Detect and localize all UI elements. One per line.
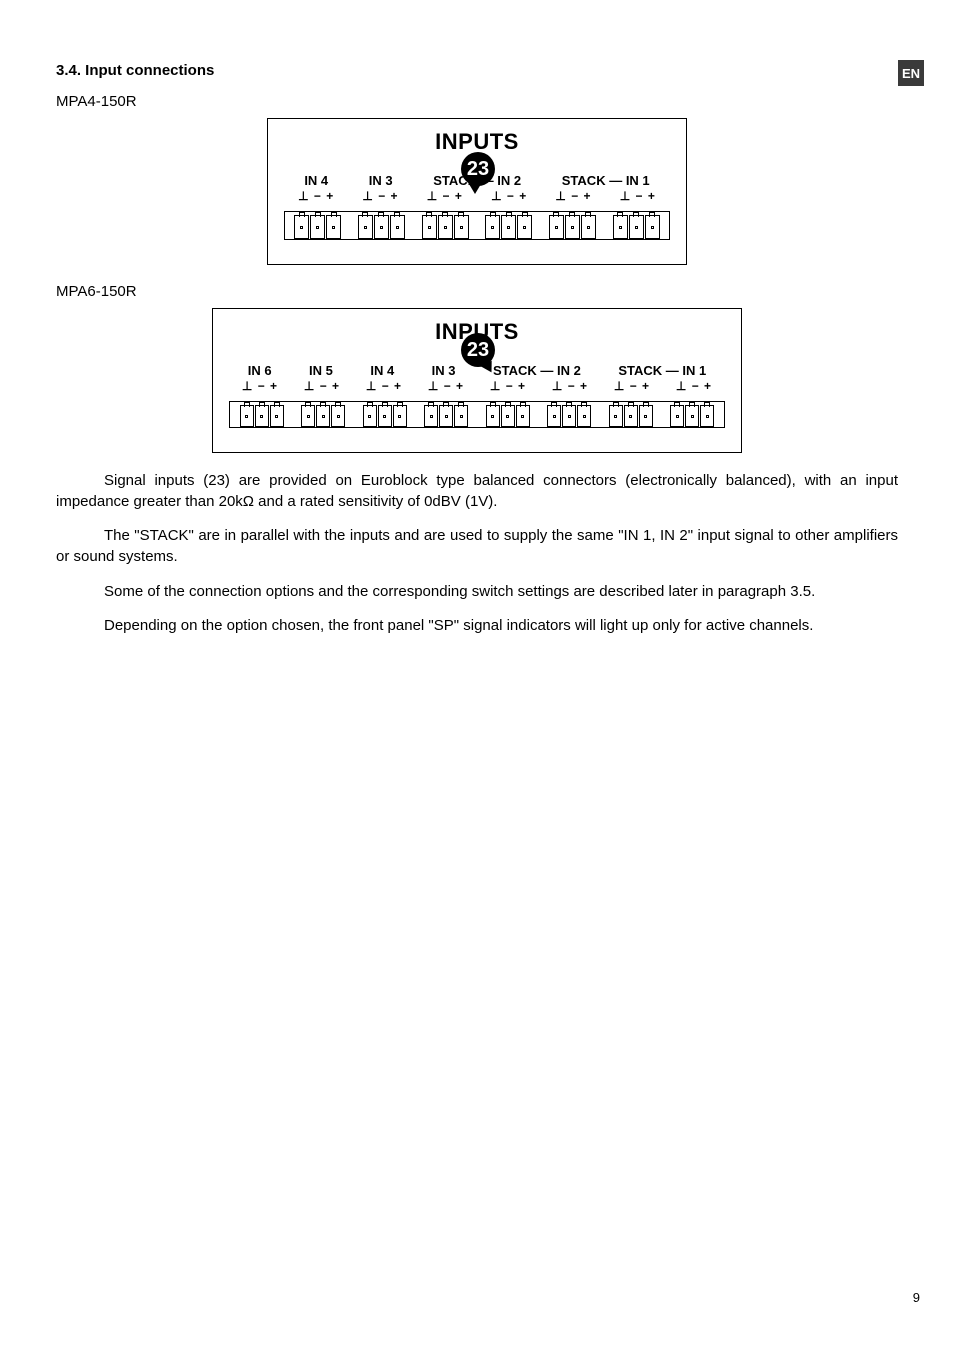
diagram-1-connectors [284,211,670,240]
polarity-label: ⊥ − + [620,189,656,203]
diagram-2-wrapper: INPUTS 23 IN 6 IN 5 IN 4 IN 3 STACK ― IN… [56,308,898,453]
model-label-1: MPA4-150R [56,93,898,110]
paragraph: Signal inputs (23) are provided on Eurob… [56,471,898,512]
connector-block [358,215,405,239]
section-heading: 3.4. Input connections [56,62,898,79]
input-label: STACK ― IN 2 [493,363,581,378]
connector-block [294,215,341,239]
terminal [501,405,515,427]
inputs-diagram-mpa6: INPUTS 23 IN 6 IN 5 IN 4 IN 3 STACK ― IN… [212,308,742,453]
terminal [393,405,407,427]
connector-block [363,405,407,427]
polarity-label: ⊥ − + [490,379,526,393]
language-badge: EN [898,60,924,86]
input-label: IN 4 [370,363,394,378]
polarity-label: ⊥ − + [491,189,527,203]
terminal [424,405,438,427]
terminal [422,215,437,239]
polarity-label: ⊥ − + [242,379,278,393]
paragraph: The "STACK" are in parallel with the inp… [56,526,898,567]
terminal [685,405,699,427]
terminal [613,215,628,239]
terminal [549,215,564,239]
connector-block [485,215,532,239]
terminal [517,215,532,239]
terminal [454,215,469,239]
terminal [516,405,530,427]
diagram-2-connectors [229,401,725,428]
page-number: 9 [913,1290,920,1305]
input-label: STACK ― IN 1 [562,173,650,188]
polarity-label: ⊥ − + [552,379,588,393]
terminal [310,215,325,239]
terminal [378,405,392,427]
terminal [438,215,453,239]
polarity-label: ⊥ − + [428,379,464,393]
connector-block [613,215,660,239]
terminal [629,215,644,239]
terminal [255,405,269,427]
terminal [609,405,623,427]
terminal [565,215,580,239]
terminal [486,405,500,427]
callout-badge: 23 [461,152,495,186]
terminal [439,405,453,427]
input-label: STACK ― IN 1 [618,363,706,378]
terminal [501,215,516,239]
connector-block [240,405,284,427]
connector-block [609,405,653,427]
polarity-label: ⊥ − + [304,379,340,393]
connector-block [547,405,591,427]
terminal [270,405,284,427]
terminal [581,215,596,239]
polarity-label: ⊥ − + [362,189,398,203]
polarity-label: ⊥ − + [427,189,463,203]
terminal [363,405,377,427]
connector-block [424,405,468,427]
paragraph: Depending on the option chosen, the fron… [56,616,898,637]
connector-block [422,215,469,239]
connector-block [549,215,596,239]
terminal [645,215,660,239]
input-label: IN 4 [304,173,328,188]
terminal [547,405,561,427]
connector-block [670,405,714,427]
terminal [700,405,714,427]
terminal [316,405,330,427]
model-label-2: MPA6-150R [56,283,898,300]
inputs-diagram-mpa4: INPUTS 23 IN 4 IN 3 STACK ― IN 2 STACK ―… [267,118,687,265]
polarity-label: ⊥ − + [614,379,650,393]
terminal [326,215,341,239]
callout-badge: 23 [461,333,495,367]
terminal [240,405,254,427]
polarity-label: ⊥ − + [555,189,591,203]
terminal [331,405,345,427]
terminal [454,405,468,427]
diagram-2-polarity: ⊥ − + ⊥ − + ⊥ − + ⊥ − + ⊥ − + ⊥ − + ⊥ − + ⊥ − + [229,379,725,393]
connector-block [486,405,530,427]
connector-block [301,405,345,427]
body-paragraphs: Signal inputs (23) are provided on Eurob… [56,471,898,637]
polarity-label: ⊥ − + [366,379,402,393]
terminal [390,215,405,239]
terminal [485,215,500,239]
input-label: IN 6 [248,363,272,378]
input-label: IN 3 [369,173,393,188]
terminal [562,405,576,427]
terminal [358,215,373,239]
polarity-label: ⊥ − + [676,379,712,393]
diagram-1-wrapper: INPUTS 23 IN 4 IN 3 STACK ― IN 2 STACK ―… [56,118,898,265]
paragraph: Some of the connection options and the c… [56,582,898,603]
terminal [624,405,638,427]
page-content: 3.4. Input connections MPA4-150R INPUTS … [0,0,954,691]
terminal [670,405,684,427]
terminal [294,215,309,239]
terminal [639,405,653,427]
input-label: IN 5 [309,363,333,378]
terminal [374,215,389,239]
terminal [577,405,591,427]
polarity-label: ⊥ − + [298,189,334,203]
terminal [301,405,315,427]
input-label: IN 3 [432,363,456,378]
